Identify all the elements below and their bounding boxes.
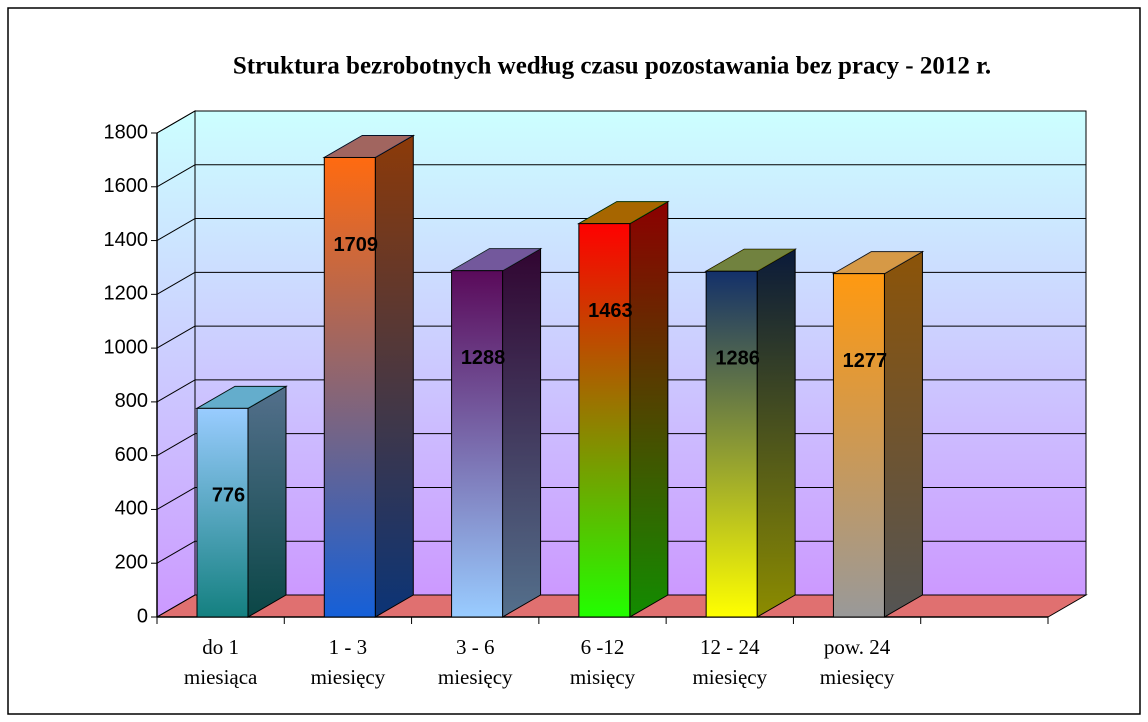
chart-title: Struktura bezrobotnych według czasu pozo… [233, 53, 991, 80]
x-tick-label: 1 - 3 miesięcy [310, 635, 386, 689]
y-tick-label: 400 [115, 498, 148, 520]
y-tick-label: 200 [115, 552, 148, 574]
grid-line [156, 379, 196, 403]
grid-line [156, 433, 196, 457]
x-tick-label: pow. 24 miesięcy [819, 635, 895, 689]
grid-line [156, 218, 196, 241]
y-tick-label: 1800 [104, 121, 149, 143]
bar-side-shade [248, 386, 286, 617]
x-tick-label: 12 - 24 miesięcy [692, 635, 768, 689]
y-tick-label: 0 [137, 605, 148, 627]
value-label: 1709 [334, 234, 379, 256]
value-label: 1463 [588, 300, 633, 322]
grid-line [156, 325, 196, 349]
grid-line [156, 271, 196, 295]
bar [832, 273, 885, 618]
bar-side-shade [884, 251, 923, 617]
value-label: 1286 [715, 347, 760, 369]
bar [451, 270, 504, 618]
grid-line [156, 164, 196, 188]
x-tick-label: 6 -12 misięcy [569, 635, 636, 689]
grid-line [156, 594, 196, 618]
value-label: 776 [212, 485, 245, 507]
grid-line [156, 110, 196, 134]
bar-top-shade [706, 249, 796, 272]
bar [705, 270, 758, 618]
bar [323, 156, 376, 618]
y-tick-label: 800 [115, 390, 148, 412]
grid-line [156, 487, 196, 510]
grid-line [156, 540, 196, 564]
y-tick-label: 1000 [104, 336, 149, 358]
side-wall [156, 110, 196, 618]
x-tick-label: 3 - 6 miesięcy [437, 635, 513, 689]
y-tick-label: 1200 [104, 283, 149, 305]
bar-side-shade [375, 135, 414, 618]
bar [578, 223, 631, 618]
y-tick-label: 600 [115, 444, 148, 466]
frame [7, 7, 1141, 715]
bar-top-shade [324, 135, 414, 158]
value-label: 1288 [461, 347, 506, 369]
bar-side-shade [502, 248, 541, 617]
bar-top-shade [578, 201, 668, 224]
value-label: 1277 [843, 350, 888, 372]
bar-side-shade [629, 201, 668, 618]
x-tick-label: do 1 miesiąca [183, 635, 258, 689]
y-tick-label: 1600 [104, 175, 149, 197]
bar [196, 407, 249, 618]
bar-top-shade [451, 248, 541, 271]
bar-side-shade [757, 249, 796, 617]
y-tick-label: 1400 [104, 229, 149, 251]
bar-top-shade [833, 251, 923, 274]
bar-top-shade [197, 386, 286, 409]
